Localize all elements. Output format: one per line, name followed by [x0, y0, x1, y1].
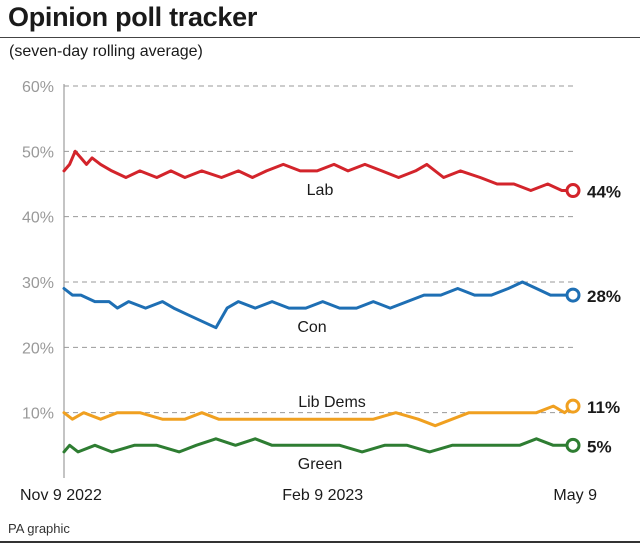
y-tick-label: 60% [22, 79, 54, 96]
series-end-label: 28% [587, 287, 621, 306]
series-end-marker [565, 398, 581, 414]
series-name-label: Lab [307, 182, 334, 199]
x-tick-label: Nov 9 2022 [20, 487, 102, 504]
series-line [62, 437, 575, 454]
series-name-label: Con [297, 319, 326, 336]
y-tick-label: 20% [22, 340, 54, 357]
source-credit: PA graphic [8, 521, 70, 536]
series-end-label: 11% [587, 398, 620, 417]
series-name-label: Lib Dems [298, 394, 366, 411]
series-end-label: 5% [587, 437, 612, 456]
y-tick-label: 30% [22, 275, 54, 292]
series-end-marker [565, 287, 581, 303]
x-tick-label: Feb 9 2023 [282, 487, 363, 504]
chart-subtitle: (seven-day rolling average) [9, 43, 203, 60]
y-tick-label: 10% [22, 406, 54, 423]
y-tick-label: 50% [22, 144, 54, 161]
series-line [62, 280, 575, 330]
footer-divider [0, 541, 640, 543]
series-line [62, 149, 575, 192]
chart-title: Opinion poll tracker [8, 2, 258, 32]
title-divider [0, 37, 640, 38]
series-line [62, 404, 575, 428]
series-end-marker [565, 437, 581, 453]
series-name-label: Green [298, 456, 342, 473]
series-end-marker [565, 183, 581, 199]
series-end-label: 44% [587, 183, 621, 202]
y-tick-label: 40% [22, 210, 54, 227]
x-tick-label: May 9 [553, 487, 597, 504]
